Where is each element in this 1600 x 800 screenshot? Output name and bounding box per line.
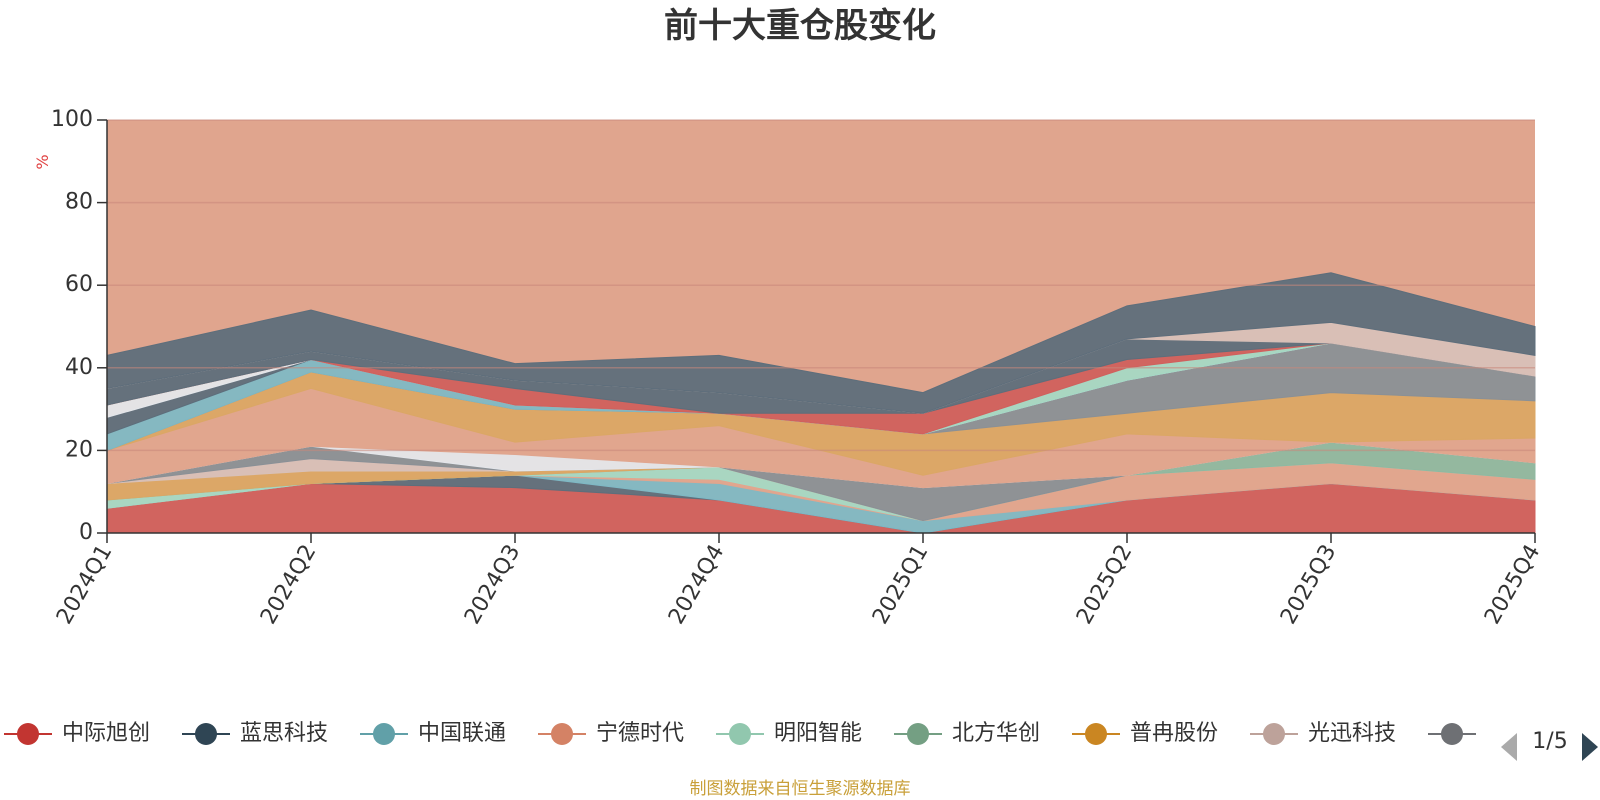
data-source-note: 制图数据来自恒生聚源数据库 [690, 779, 911, 799]
x-tick-label: 2024Q2 [256, 541, 321, 629]
x-tick-label: 2024Q4 [664, 541, 729, 629]
x-tick-label: 2025Q2 [1072, 541, 1137, 629]
chart-title: 前十大重仓股变化 [664, 6, 936, 46]
legend-marker-icon [17, 723, 39, 745]
legend-marker-icon [1441, 723, 1463, 745]
legend-marker-icon [1263, 723, 1285, 745]
legend-next-arrow-icon[interactable] [1582, 733, 1598, 761]
legend-item[interactable]: 明阳智能 [716, 721, 862, 746]
y-tick-label: 60 [65, 272, 93, 297]
grid-lines [107, 119, 1535, 452]
legend-label: 普冉股份 [1130, 721, 1218, 746]
legend-marker-icon [551, 723, 573, 745]
legend: 中际旭创 蓝思科技 中国联通 宁德时代 明阳智能 北方华创 普冉股份 光迅科技 [4, 721, 1476, 746]
x-tick-label: 2024Q3 [460, 541, 525, 629]
y-tick-label: 0 [79, 520, 93, 545]
legend-marker-icon [373, 723, 395, 745]
legend-item[interactable]: 中国联通 [360, 721, 506, 746]
legend-marker-icon [907, 723, 929, 745]
y-axis-unit: % [33, 154, 52, 169]
area-series-20 [106, 272, 1536, 414]
y-tick-label: 100 [51, 107, 93, 132]
legend-prev-arrow-icon[interactable] [1501, 733, 1517, 761]
x-tick-label: 2025Q3 [1276, 541, 1341, 629]
legend-marker-icon [1085, 723, 1107, 745]
x-tick-label: 2025Q4 [1480, 541, 1545, 629]
legend-label: 宁德时代 [596, 721, 684, 746]
x-tick-label: 2024Q1 [52, 541, 117, 629]
y-tick-label: 20 [65, 437, 93, 462]
legend-label: 北方华创 [952, 721, 1040, 746]
x-tick-label: 2025Q1 [868, 541, 933, 629]
legend-marker-icon [195, 723, 217, 745]
legend-label: 蓝思科技 [240, 721, 328, 746]
legend-label: 中国联通 [418, 721, 506, 746]
legend-item[interactable]: 中际旭创 [4, 721, 150, 746]
y-axis-ticks: 0 20 40 60 80 100 [51, 107, 107, 545]
legend-label: 中际旭创 [62, 721, 150, 746]
legend-item[interactable]: 普冉股份 [1072, 721, 1218, 746]
legend-marker-icon [729, 723, 751, 745]
y-tick-label: 40 [65, 355, 93, 380]
legend-pagination: 1/5 [1501, 729, 1598, 761]
legend-item[interactable]: 北方华创 [894, 721, 1040, 746]
legend-item[interactable] [1428, 723, 1476, 745]
legend-item[interactable]: 宁德时代 [538, 721, 684, 746]
legend-label: 光迅科技 [1308, 721, 1396, 746]
legend-page-indicator: 1/5 [1532, 729, 1567, 754]
axes [106, 120, 1535, 534]
y-tick-label: 80 [65, 190, 93, 215]
legend-label: 明阳智能 [774, 721, 862, 746]
x-axis-ticks: 2024Q1 2024Q2 2024Q3 2024Q4 2025Q1 2025Q2 2025… [52, 533, 1545, 629]
legend-item[interactable]: 蓝思科技 [182, 721, 328, 746]
legend-item[interactable]: 光迅科技 [1250, 721, 1396, 746]
